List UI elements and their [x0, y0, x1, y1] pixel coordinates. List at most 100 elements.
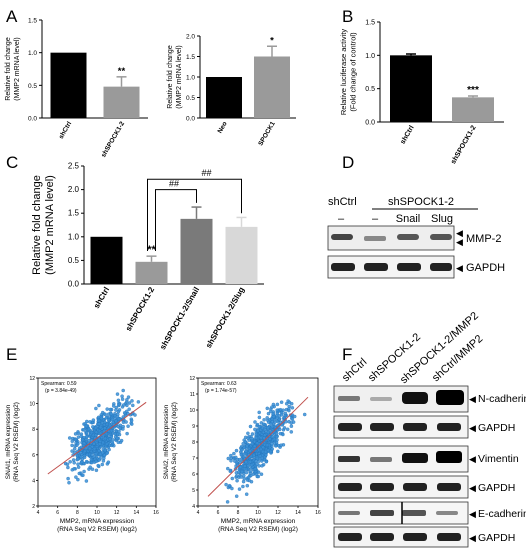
scatter-point	[125, 403, 129, 408]
scatter-point	[97, 437, 101, 442]
scatter-point	[278, 407, 283, 412]
scatter-point	[275, 408, 279, 412]
blot-f-ncad-band-3	[402, 392, 428, 404]
scatter-point	[246, 431, 250, 436]
scatter-point	[82, 428, 86, 432]
scatter-point	[80, 437, 85, 442]
y-tick-label: 2.5	[68, 162, 80, 171]
y-tick-label: 0.0	[365, 120, 375, 127]
scatter-point	[253, 420, 257, 424]
scatter-point	[285, 427, 290, 432]
scatter-point	[267, 437, 272, 441]
y-tick-label: 1.5	[28, 18, 37, 25]
blot-f-arrow-ncad: ◀	[469, 394, 476, 404]
scatter-point	[120, 397, 125, 401]
scatter-point	[229, 459, 233, 463]
x-tick-label: 8	[237, 510, 240, 516]
scatter-point	[225, 500, 230, 504]
x-tick-label: shSPOCK1-2	[124, 285, 157, 333]
scatter-point	[242, 467, 247, 471]
x-tick-label: 14	[295, 510, 301, 516]
x-tick-label: shSPOCK1-2	[450, 124, 478, 165]
scatter-point	[239, 452, 244, 457]
scatter-point	[245, 444, 249, 448]
scatter-point	[116, 417, 121, 421]
x-tick-label: 10	[94, 510, 100, 516]
blot-d-mmp2-band-1	[331, 234, 353, 240]
scatter-point	[255, 441, 260, 445]
scatter-point	[248, 424, 253, 429]
scatter-point	[121, 388, 125, 393]
comparison-label: ##	[169, 179, 179, 189]
y-axis-label: Relative fold change	[5, 37, 12, 101]
scatter-point	[275, 402, 280, 407]
scatter-point	[110, 440, 115, 445]
blot-f-gapdh1-band-4	[437, 423, 461, 431]
scatter-point	[242, 445, 246, 450]
y-tick-label: 0.5	[186, 95, 195, 102]
y-axis-label: Relative fold change	[31, 175, 43, 275]
panel-label-d: D	[342, 153, 354, 172]
scatter-point	[271, 412, 275, 416]
bar	[103, 86, 140, 118]
scatter-point	[279, 400, 284, 404]
scatter-point	[245, 483, 250, 488]
scatter-point	[257, 415, 262, 420]
scatter-point	[287, 408, 291, 413]
scatter-point	[85, 452, 90, 457]
scatter-point	[102, 453, 107, 458]
scatter-point	[263, 427, 267, 432]
blot-f-gapdh2-band-4	[437, 483, 461, 491]
y-tick-label: 10	[29, 402, 35, 408]
scatter-point	[271, 402, 276, 407]
blot-f-gapdh2-band-2	[370, 483, 394, 491]
scatter-point	[119, 438, 124, 443]
x-tick-label: shSPOCK1-2/Slug	[204, 285, 246, 349]
blot-d-lane-1: –	[338, 213, 345, 225]
scatter-point	[122, 411, 127, 415]
scatter-point	[100, 421, 105, 425]
scatter-point	[229, 453, 233, 458]
scatter-point	[115, 392, 120, 396]
blot-d-arrow-1: ◀	[456, 228, 463, 238]
scatter-point	[97, 458, 101, 462]
scatter-point	[109, 428, 114, 433]
x-tick-label: 8	[76, 510, 79, 516]
y-axis-label: (MMP2 mRNA level)	[14, 37, 21, 100]
scatter-point	[302, 412, 307, 417]
scatter-point	[84, 435, 89, 439]
scatter-point	[256, 470, 261, 474]
blot-f-gapdh2-band-1	[338, 483, 362, 491]
blot-f-gapdh1-band-2	[370, 423, 394, 431]
blot-f-gapdh3-band-4	[437, 533, 461, 541]
scatter-point	[70, 439, 75, 443]
x-axis-label: (RNA Seq V2 RSEM) (log2)	[218, 526, 298, 533]
blot-f-gapdh3-band-3	[403, 533, 427, 541]
scatter-point	[72, 461, 76, 465]
y-axis-label: (MMP2 mRNA level)	[176, 45, 183, 108]
scatter-point	[262, 433, 267, 438]
scatter-point	[97, 418, 101, 423]
scatter-point	[94, 430, 99, 435]
scatter-point	[246, 463, 251, 468]
blot-f-band-label-gapdh3: GAPDH	[478, 532, 515, 544]
scatter-point	[283, 411, 288, 416]
scatter-point	[125, 431, 129, 436]
blot-d-mmp2-band-4	[430, 234, 452, 240]
scatter-point	[76, 441, 80, 446]
y-tick-label: 0.0	[68, 280, 80, 289]
scatter-point	[76, 477, 80, 482]
scatter-point	[248, 460, 253, 464]
blot-f-ecad-band-2	[370, 510, 394, 516]
blot-d-arrow-3: ◀	[456, 263, 463, 273]
y-tick-label: 6	[32, 453, 35, 459]
scatter-point	[94, 459, 98, 464]
scatter-point	[79, 460, 84, 464]
scatter-point	[94, 406, 98, 411]
scatter-point	[131, 403, 135, 408]
y-axis-label: SNAI1, mRNA expression	[5, 404, 12, 479]
scatter-point	[227, 483, 232, 488]
y-tick-label: 6	[192, 472, 195, 478]
